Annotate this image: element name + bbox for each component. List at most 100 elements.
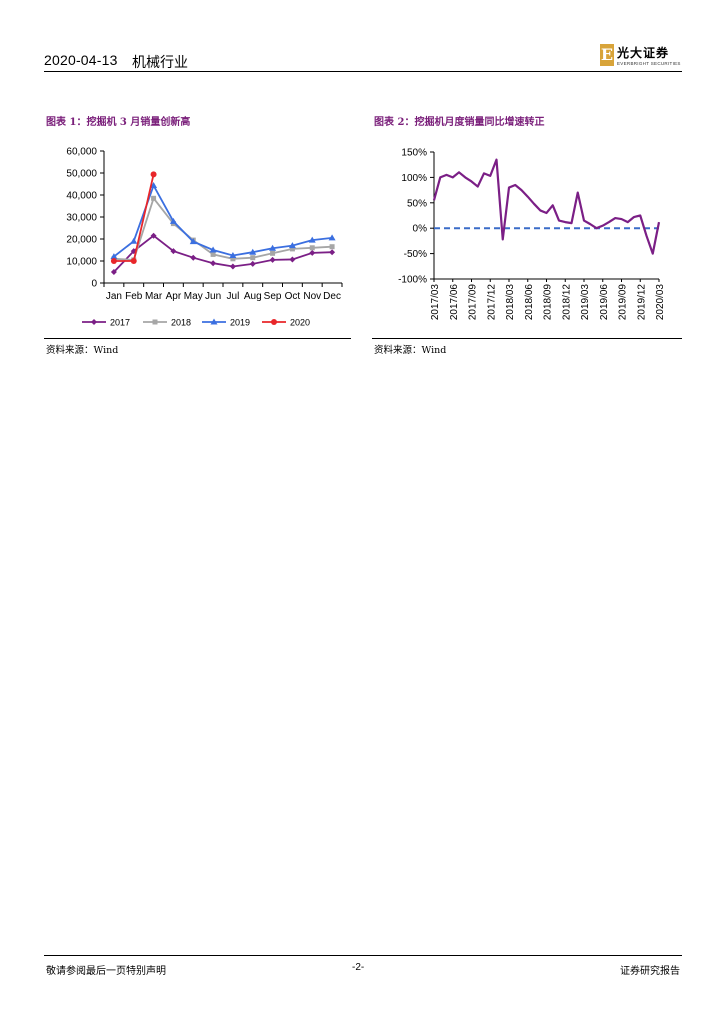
y-tick-label: 60,000 (66, 147, 97, 158)
x-tick-label: May (184, 291, 203, 302)
data-point-2019 (169, 217, 177, 224)
data-point-2018 (270, 250, 276, 256)
figure-2-source: 资料来源：Wind (374, 345, 447, 356)
x-tick-label: 2018/03 (505, 284, 516, 321)
data-point-2017 (210, 260, 217, 267)
y-tick-label: -100% (398, 275, 427, 286)
x-tick-label: Jan (106, 291, 122, 302)
data-point-2019 (249, 248, 257, 255)
x-tick-label: 2017/03 (430, 284, 441, 321)
data-point-2017 (289, 256, 296, 263)
data-point-2018 (289, 246, 295, 252)
series-2019 (110, 182, 336, 260)
data-point-2019 (150, 182, 158, 189)
footer-disclaimer: 敬请参阅最后一页特别声明 (46, 966, 166, 977)
data-point-2017 (269, 256, 276, 263)
data-point-2017 (130, 248, 137, 255)
data-point-2017 (329, 249, 336, 256)
x-tick-label: Oct (285, 291, 301, 302)
data-point-2019 (130, 237, 138, 244)
y-tick-label: 100% (401, 173, 427, 184)
x-tick-label: Mar (145, 291, 163, 302)
y-tick-label: 10,000 (66, 257, 97, 268)
page-number: -2- (352, 962, 365, 973)
data-point-2018 (151, 195, 157, 201)
data-point-2018 (230, 256, 236, 262)
y-tick-label: 40,000 (66, 191, 97, 202)
x-tick-label: 2019/03 (580, 284, 591, 321)
data-point-2020 (150, 171, 157, 178)
x-tick-label: Sep (264, 291, 282, 302)
excavator-monthly-sales-chart: 0 10,000 20,000 30,000 40,000 50,000 60,000 Jan… (66, 147, 343, 328)
legend-marker (210, 318, 218, 325)
series-line-2018 (113, 196, 333, 261)
data-point-2019 (328, 234, 336, 241)
x-tick-label: 2017/09 (468, 284, 479, 321)
legend-label: 2018 (171, 318, 191, 328)
data-point-2018 (329, 244, 335, 250)
yoy-growth-line (432, 158, 661, 255)
data-point-2020 (110, 258, 117, 264)
report-sector: 机械行业 (132, 54, 188, 70)
company-logo: E 光大证券 EVERBRIGHT SECURITIES (600, 44, 682, 70)
data-point-2017 (190, 254, 197, 261)
data-point-2018 (309, 245, 315, 251)
legend-marker (152, 319, 158, 325)
legend-label: 2017 (110, 318, 130, 328)
data-point-2019 (308, 236, 316, 243)
data-point-2017 (309, 249, 316, 256)
y-tick-label: 0% (413, 224, 428, 235)
series-2020 (110, 171, 157, 264)
data-point-2019 (229, 252, 237, 258)
legend-label: 2020 (290, 318, 310, 328)
x-tick-label: Jun (205, 291, 221, 302)
y-tick-label: 20,000 (66, 235, 97, 246)
footer-report-type: 证券研究报告 (620, 966, 680, 977)
figure-1-title: 图表 1：挖掘机 3 月销量创新高 (46, 117, 191, 128)
x-tick-label: Jul (227, 291, 240, 302)
data-point-2019 (269, 244, 277, 251)
y-tick-label: 150% (401, 148, 427, 159)
x-tick-label: 2018/06 (524, 284, 535, 321)
x-tick-label: 2019/12 (636, 284, 647, 321)
logo-name-en: EVERBRIGHT SECURITIES (617, 61, 681, 66)
data-point-2018 (210, 251, 216, 257)
data-point-2017 (229, 263, 236, 270)
x-tick-label: 2019/06 (599, 284, 610, 321)
header-rule (44, 71, 682, 72)
data-point-2020 (130, 258, 137, 264)
legend-item-2020: 2020 (262, 318, 310, 328)
report-date: 2020-04-13 (44, 52, 118, 68)
y-tick-label: 50% (407, 198, 427, 209)
logo-mark: E (600, 44, 614, 66)
legend-marker (271, 319, 277, 325)
x-tick-label: 2017/06 (449, 284, 460, 321)
figure-2-title: 图表 2：挖掘机月度销量同比增速转正 (374, 117, 545, 128)
data-point-2019 (288, 242, 296, 249)
series-line-2017 (113, 234, 333, 273)
data-point-2017 (249, 260, 256, 267)
x-tick-label: 2020/03 (655, 284, 666, 321)
x-tick-label: Apr (166, 291, 182, 302)
x-tick-label: Dec (323, 291, 341, 302)
figure-1-rule (44, 338, 351, 339)
x-tick-label: Aug (244, 291, 262, 302)
x-tick-label: 2018/09 (543, 284, 554, 321)
x-tick-label: 2017/12 (486, 284, 497, 321)
data-point-2019 (189, 238, 197, 245)
series-line-2019 (113, 183, 333, 258)
y-tick-label: -50% (404, 249, 427, 260)
y-tick-label: 30,000 (66, 213, 97, 224)
figure-2-rule (372, 338, 682, 339)
logo-name-cn: 光大证券 (617, 46, 670, 60)
footer-rule (44, 955, 682, 956)
x-tick-label: Feb (125, 291, 143, 302)
legend-item-2019: 2019 (202, 318, 250, 328)
y-tick-label: 0 (91, 279, 97, 290)
data-point-2018 (250, 255, 256, 261)
figure-1-source: 资料来源：Wind (46, 345, 119, 356)
excavator-yoy-growth-chart: -100% -50% 0% 50% 100% 150% 2017/03 2017/06 2017… (398, 148, 666, 321)
data-point-2017 (150, 232, 157, 239)
data-point-2019 (209, 246, 217, 253)
x-tick-label: Nov (303, 291, 321, 302)
